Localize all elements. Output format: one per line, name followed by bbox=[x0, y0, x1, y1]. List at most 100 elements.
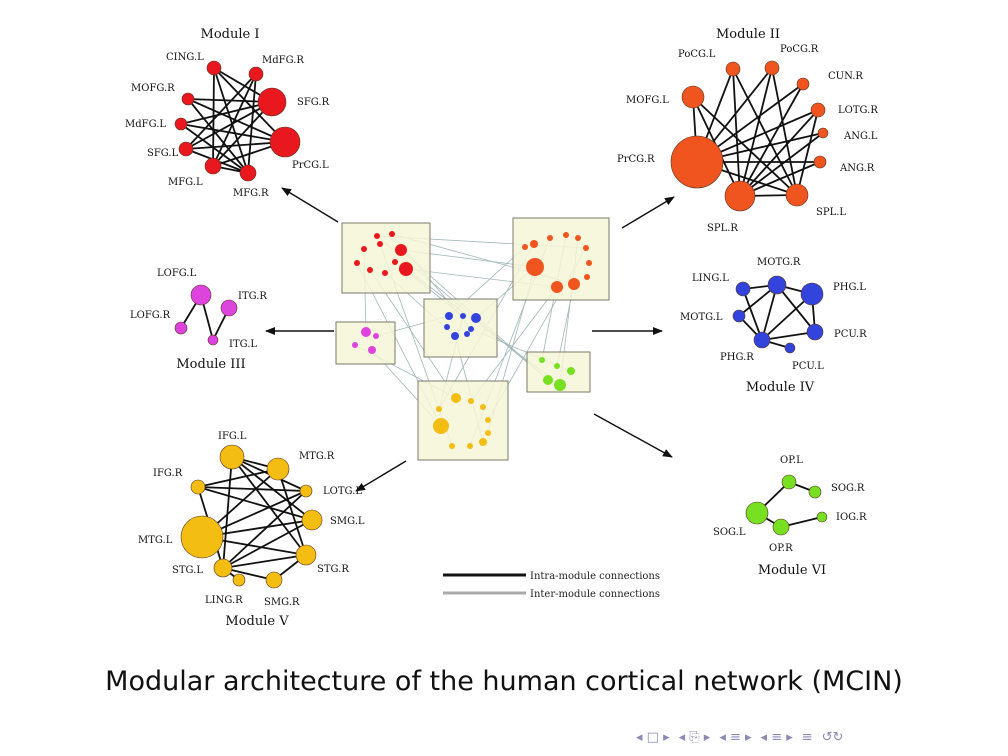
intra-link bbox=[180, 101, 273, 125]
center-node bbox=[567, 367, 575, 375]
node-label: SPL.L bbox=[816, 207, 846, 218]
module-title: Module II bbox=[716, 27, 780, 42]
node-ANG.R bbox=[813, 155, 827, 169]
module-V: IFG.L MTG.R IFG.R LOTG.L SMG.L MTG.L STG.L STG.… bbox=[138, 431, 365, 629]
node-label: PCU.L bbox=[792, 361, 824, 372]
node-PoCG.R bbox=[764, 60, 780, 76]
intra-link bbox=[761, 293, 813, 341]
node-label: IOG.R bbox=[836, 512, 867, 523]
intra-link bbox=[180, 123, 286, 143]
center-node bbox=[449, 443, 455, 449]
center-node bbox=[377, 241, 383, 247]
intra-link bbox=[231, 456, 307, 556]
center-node bbox=[451, 393, 461, 403]
node-label: ANG.L bbox=[843, 131, 878, 142]
node-label: MOTG.L bbox=[680, 312, 723, 323]
center-node bbox=[361, 327, 371, 337]
module-title: Module I bbox=[201, 27, 260, 42]
node-label: IFG.L bbox=[218, 431, 247, 442]
module-I: CING.L MdFG.R MOFG.R SFG.R MdFG.L SFG.L PrCG.L… bbox=[125, 27, 330, 199]
center-node bbox=[433, 418, 449, 434]
intra-link bbox=[776, 284, 816, 333]
center-node bbox=[361, 246, 367, 252]
section-icon[interactable]: ◂ ⎘ ▸ bbox=[678, 730, 711, 745]
center-node bbox=[444, 324, 450, 330]
center-box-II bbox=[512, 217, 610, 301]
center-node bbox=[468, 326, 474, 332]
node-label: PoCG.R bbox=[780, 44, 819, 55]
node-label: MdFG.L bbox=[125, 119, 166, 130]
module-III: LOFG.L ITG.R LOFG.R ITG.L Module III bbox=[130, 268, 267, 372]
center-node bbox=[464, 331, 470, 337]
slide-caption: Modular architecture of the human cortic… bbox=[105, 666, 903, 697]
node-CING.L bbox=[206, 60, 222, 76]
next-icon[interactable]: ◂ ≡ ▸ bbox=[760, 730, 793, 745]
center-node bbox=[479, 438, 487, 446]
node-LOFG.L bbox=[190, 284, 212, 306]
node-PoCG.L bbox=[725, 61, 741, 77]
intra-link bbox=[213, 67, 249, 174]
center-node bbox=[480, 404, 486, 410]
node-label: CUN.R bbox=[828, 71, 863, 82]
module-arrow bbox=[355, 460, 407, 492]
node-CUN.R bbox=[796, 77, 810, 91]
node-label: MFG.R bbox=[233, 188, 269, 199]
center-node bbox=[382, 270, 388, 276]
node-MdFG.L bbox=[174, 117, 188, 131]
node-MFG.L bbox=[204, 157, 222, 175]
intra-link bbox=[185, 141, 286, 150]
node-label: OP.R bbox=[769, 543, 793, 554]
node-MdFG.R bbox=[248, 66, 264, 82]
node-label: PHG.L bbox=[833, 282, 866, 293]
subsection-icon[interactable]: ◂ ≡ ▸ bbox=[719, 730, 752, 745]
intra-link bbox=[739, 67, 773, 197]
intra-link bbox=[231, 456, 313, 521]
center-node bbox=[583, 245, 589, 251]
center-node bbox=[575, 235, 581, 241]
node-STG.R bbox=[295, 544, 317, 566]
center-module-boxes bbox=[335, 217, 610, 461]
center-node bbox=[522, 244, 528, 250]
intra-link bbox=[185, 73, 257, 150]
intra-link bbox=[796, 109, 819, 196]
center-box-IV bbox=[423, 298, 498, 358]
node-label: STG.R bbox=[317, 564, 349, 575]
node-label: MTG.R bbox=[299, 451, 335, 462]
intra-link bbox=[222, 490, 307, 569]
center-node bbox=[399, 262, 413, 276]
intra-link bbox=[739, 83, 804, 197]
center-node bbox=[392, 259, 398, 265]
intra-link bbox=[277, 468, 307, 556]
node-SMG.L bbox=[301, 509, 323, 531]
node-MFG.R bbox=[239, 164, 257, 182]
legend: Intra-module connections Inter-module co… bbox=[443, 571, 660, 600]
center-node bbox=[485, 417, 491, 423]
intra-link bbox=[197, 468, 279, 488]
node-label: PCU.R bbox=[834, 329, 867, 340]
node-MOTG.R bbox=[767, 275, 787, 295]
node-PHG.L bbox=[800, 282, 824, 306]
node-label: STG.L bbox=[172, 565, 203, 576]
intra-link bbox=[197, 486, 313, 521]
first-icon[interactable]: ◂ □ ▸ bbox=[636, 730, 670, 745]
last-icon[interactable]: ≡ bbox=[801, 730, 813, 745]
module-title: Module IV bbox=[746, 380, 815, 395]
module-II: PoCG.L PoCG.R CUN.R MOFG.L LOTG.R ANG.L PrCG.R… bbox=[617, 27, 878, 234]
node-IFG.L bbox=[219, 444, 245, 470]
node-label: LOTG.L bbox=[323, 486, 362, 497]
node-label: CING.L bbox=[166, 52, 204, 63]
center-node bbox=[563, 232, 569, 238]
node-label: SOG.R bbox=[831, 483, 865, 494]
node-label: PoCG.L bbox=[678, 49, 716, 60]
legend-inter-label: Inter-module connections bbox=[530, 589, 660, 600]
node-label: LOFG.R bbox=[130, 310, 171, 321]
node-SFG.L bbox=[178, 141, 194, 157]
node-LOTG.L bbox=[299, 484, 313, 498]
node-SFG.R bbox=[257, 87, 287, 117]
search-icon[interactable]: ↺↻ bbox=[821, 730, 844, 745]
node-label: ITG.L bbox=[229, 339, 257, 350]
node-label: SMG.R bbox=[264, 597, 300, 608]
node-LOFG.R bbox=[174, 321, 188, 335]
node-SPL.R bbox=[724, 180, 756, 212]
intra-link bbox=[222, 554, 307, 569]
